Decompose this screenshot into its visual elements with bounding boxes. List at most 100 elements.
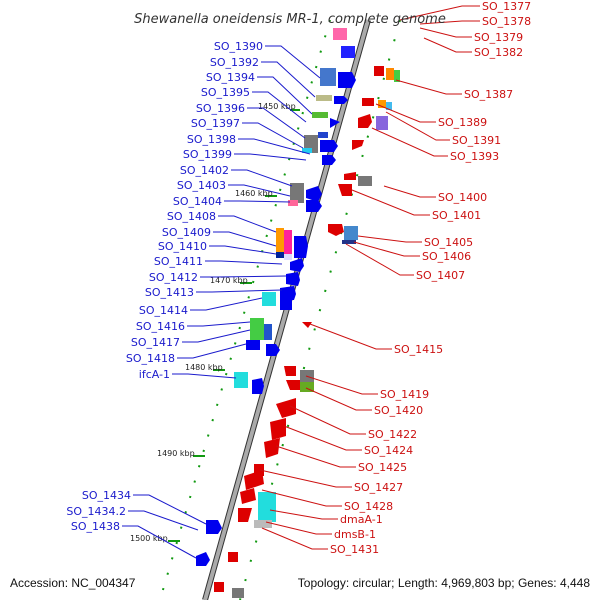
gene-label[interactable]: SO_1406: [422, 250, 471, 263]
gene-label[interactable]: SO_1434.2: [66, 505, 126, 518]
gene-label[interactable]: SO_1416: [136, 320, 185, 333]
gene-label[interactable]: SO_1391: [452, 134, 501, 147]
gene-label[interactable]: SO_1408: [167, 210, 216, 223]
gene-label[interactable]: SO_1389: [438, 116, 487, 129]
gene-feature: [302, 148, 312, 153]
gene-feature: [286, 380, 300, 390]
gene-feature: [362, 98, 374, 106]
minus-strand-features: [214, 66, 400, 598]
gene-label[interactable]: SO_1422: [368, 428, 417, 441]
gene-feature: [286, 272, 300, 286]
tick-label: 1480 kbp: [185, 363, 223, 372]
gene-feature: [322, 155, 336, 165]
gene-label[interactable]: SO_1415: [394, 343, 443, 356]
gene-feature: [246, 340, 260, 350]
gene-feature: [320, 140, 338, 152]
accession-text: Accession: NC_004347: [10, 576, 136, 590]
gene-feature: [302, 322, 312, 328]
gene-label[interactable]: SO_1400: [438, 191, 487, 204]
gene-label[interactable]: SO_1390: [214, 40, 263, 53]
gene-label[interactable]: SO_1396: [196, 102, 245, 115]
gene-feature: [240, 488, 256, 504]
gene-label[interactable]: SO_1412: [149, 271, 198, 284]
gene-label[interactable]: SO_1418: [126, 352, 175, 365]
gene-label[interactable]: SO_1395: [201, 86, 250, 99]
gene-label[interactable]: SO_1407: [416, 269, 465, 282]
gene-label[interactable]: SO_1409: [162, 226, 211, 239]
left-leader-lines: [122, 45, 321, 559]
genome-title: Shewanella oneidensis MR-1, complete gen…: [134, 12, 446, 27]
gene-label[interactable]: SO_1427: [354, 481, 403, 494]
gene-feature: [270, 418, 286, 440]
gene-feature: [244, 470, 264, 490]
gene-feature: [386, 102, 392, 110]
gene-label[interactable]: SO_1414: [139, 304, 188, 317]
gene-label[interactable]: SO_1403: [177, 179, 226, 192]
gene-label[interactable]: SO_1397: [191, 117, 240, 130]
gene-label[interactable]: SO_1413: [145, 286, 194, 299]
gene-feature: [264, 324, 272, 340]
gene-feature: [254, 464, 264, 476]
gene-feature: [352, 140, 364, 150]
gene-label[interactable]: SO_1405: [424, 236, 473, 249]
plus-strand-features: [196, 28, 356, 566]
gene-label[interactable]: dmaA-1: [340, 513, 383, 526]
topology-text: Topology: circular; Length: 4,969,803 bp…: [297, 576, 590, 590]
gene-feature: [264, 438, 280, 458]
gene-feature: [306, 186, 322, 202]
gene-feature: [266, 344, 280, 356]
gene-label[interactable]: SO_1393: [450, 150, 499, 163]
gene-feature: [206, 520, 222, 534]
right-leader-lines: [259, 5, 480, 550]
gene-feature: [290, 258, 304, 272]
gene-feature: [238, 508, 252, 522]
gene-label[interactable]: SO_1394: [206, 71, 255, 84]
gene-label[interactable]: SO_1392: [210, 56, 259, 69]
gene-label[interactable]: SO_1420: [374, 404, 423, 417]
gene-label[interactable]: SO_1410: [158, 240, 207, 253]
gene-feature: [338, 72, 356, 88]
gene-label[interactable]: SO_1399: [183, 148, 232, 161]
gene-label[interactable]: SO_1419: [380, 388, 429, 401]
gene-feature: [318, 132, 328, 138]
gene-label[interactable]: SO_1431: [330, 543, 379, 556]
left-gene-labels: SO_1390 SO_1392 SO_1394 SO_1395 SO_1396 …: [66, 40, 263, 533]
gene-label[interactable]: ifcA-1: [139, 368, 170, 381]
gene-feature: [254, 520, 272, 528]
gene-label[interactable]: SO_1417: [131, 336, 180, 349]
gene-feature: [376, 116, 388, 130]
gene-feature: [284, 230, 292, 256]
gene-label[interactable]: SO_1411: [154, 255, 203, 268]
gene-feature: [288, 200, 298, 206]
gene-label[interactable]: SO_1378: [482, 15, 531, 28]
gene-label[interactable]: SO_1428: [344, 500, 393, 513]
gene-feature: [284, 254, 292, 260]
gene-label[interactable]: SO_1377: [482, 0, 531, 13]
gene-label[interactable]: SO_1398: [187, 133, 236, 146]
gene-label[interactable]: SO_1379: [474, 31, 523, 44]
tick-label: 1450 kbp: [258, 102, 296, 111]
gene-label[interactable]: SO_1424: [364, 444, 413, 457]
gene-feature: [344, 172, 356, 180]
gene-feature: [342, 240, 356, 244]
gene-feature: [334, 96, 348, 104]
gene-label[interactable]: SO_1438: [71, 520, 120, 533]
gene-feature: [234, 372, 248, 388]
gene-label[interactable]: SO_1401: [432, 209, 481, 222]
gene-feature: [262, 292, 276, 306]
gene-label[interactable]: SO_1434: [82, 489, 131, 502]
gene-label[interactable]: SO_1382: [474, 46, 523, 59]
gene-label[interactable]: SO_1402: [180, 164, 229, 177]
gene-feature: [276, 398, 296, 418]
gene-feature: [250, 318, 264, 340]
gene-feature: [294, 236, 308, 258]
gene-label[interactable]: SO_1425: [358, 461, 407, 474]
gene-feature: [378, 100, 386, 108]
kbp-ticks: [168, 109, 300, 542]
tick-label: 1460 kbp: [235, 189, 273, 198]
gene-label[interactable]: SO_1387: [464, 88, 513, 101]
gene-feature: [328, 224, 344, 236]
gene-label[interactable]: SO_1404: [173, 195, 222, 208]
gene-label[interactable]: dmsB-1: [334, 528, 376, 541]
